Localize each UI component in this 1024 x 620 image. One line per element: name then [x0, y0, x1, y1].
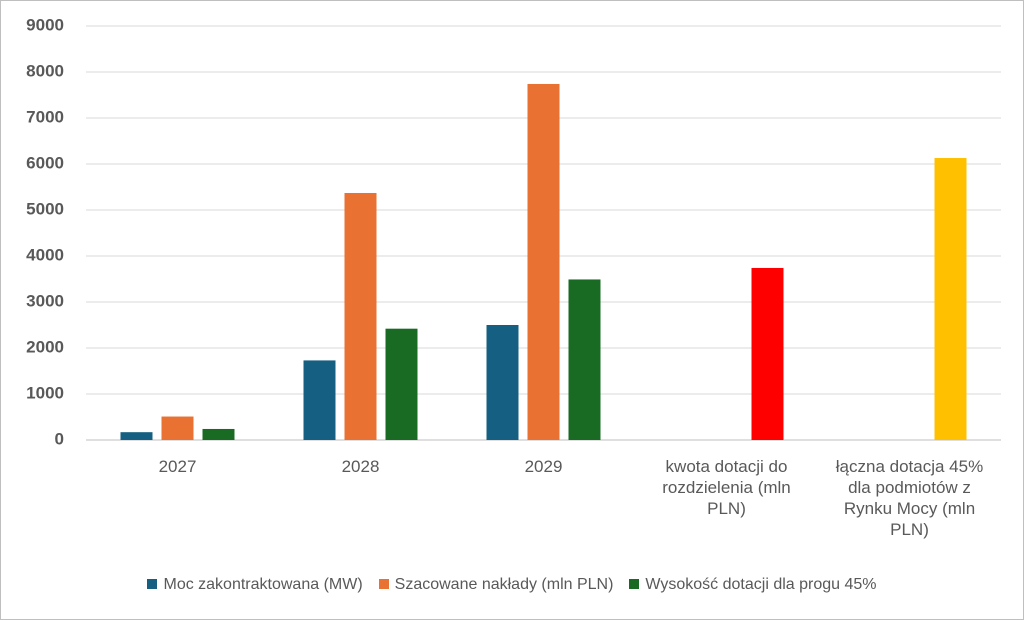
- y-tick-label: 2000: [26, 337, 64, 356]
- x-tick-label: 2027: [158, 457, 197, 476]
- y-tick-label: 7000: [26, 107, 64, 126]
- legend-item: Szacowane nakłady (mln PLN): [378, 576, 614, 594]
- bar: [751, 267, 784, 440]
- bar: [385, 328, 418, 440]
- legend-label: Moc zakontraktowana (MW): [163, 576, 363, 593]
- x-tick-label: łączna dotacja 45% dla podmiotów z Rynku…: [835, 457, 984, 539]
- y-tick-label: 3000: [26, 291, 64, 310]
- y-tick-label: 9000: [26, 15, 64, 34]
- legend-swatch: [378, 579, 389, 589]
- bar: [486, 325, 519, 440]
- y-tick-label: 5000: [26, 199, 64, 218]
- x-tick-label: kwota dotacji do rozdzielenia (mln PLN): [662, 457, 791, 518]
- bar: [527, 83, 560, 441]
- x-tick-label: 2028: [341, 457, 380, 476]
- x-tick-label: 2029: [524, 457, 563, 476]
- bar: [161, 416, 194, 440]
- bar: [934, 158, 967, 440]
- legend: Moc zakontraktowana (MW) Szacowane nakład…: [1, 576, 1023, 594]
- y-tick-label: 1000: [26, 383, 64, 402]
- bar: [202, 428, 235, 440]
- y-tick-label: 8000: [26, 61, 64, 80]
- bar: [120, 432, 153, 440]
- legend-label: Szacowane nakłady (mln PLN): [394, 576, 614, 593]
- legend-swatch: [629, 579, 640, 589]
- bar: [344, 192, 377, 440]
- y-tick-label: 4000: [26, 245, 64, 264]
- y-tick-label: 6000: [26, 153, 64, 172]
- bar: [303, 360, 336, 440]
- legend-item: Moc zakontraktowana (MW): [147, 576, 363, 594]
- y-tick-label: 0: [55, 429, 64, 448]
- legend-label: Wysokość dotacji dla progu 45%: [645, 576, 877, 593]
- legend-item: Wysokość dotacji dla progu 45%: [629, 576, 877, 594]
- bar: [568, 279, 601, 440]
- legend-swatch: [147, 579, 158, 589]
